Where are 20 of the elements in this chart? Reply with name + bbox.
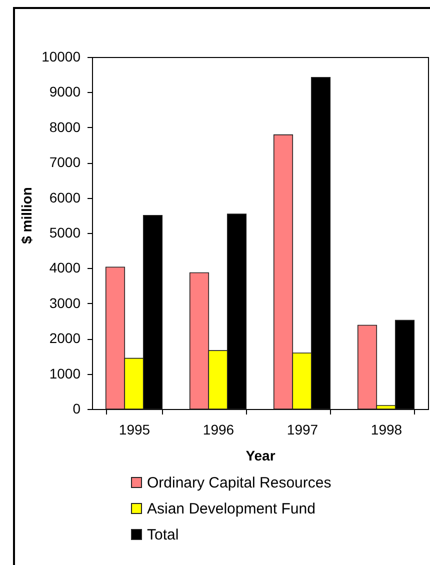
- y-tick-label: 8000: [49, 118, 81, 135]
- y-tick-label: 9000: [49, 84, 81, 100]
- y-tick-label: 0: [72, 400, 81, 416]
- y-tick-label: 6000: [49, 189, 81, 206]
- y-tick-label: 5000: [49, 224, 81, 240]
- legend-label: Total: [147, 526, 179, 544]
- y-axis-title: $ million: [18, 187, 34, 244]
- y-tick-label: 2000: [49, 330, 81, 346]
- x-axis-title: Year: [246, 448, 276, 464]
- x-tick-label: 1998: [370, 422, 402, 438]
- x-tick-label: 1995: [118, 422, 150, 438]
- y-tick-label: 3000: [49, 294, 81, 311]
- y-tick-label: 1000: [49, 365, 81, 382]
- x-tick-label: 1997: [286, 422, 318, 438]
- legend-label: Asian Development Fund: [147, 500, 316, 518]
- y-tick-label: 10000: [42, 48, 81, 64]
- legend-label: Ordinary Capital Resources: [147, 474, 332, 492]
- y-tick-label: 4000: [49, 260, 81, 276]
- x-tick-label: 1996: [202, 422, 234, 438]
- y-tick-label: 7000: [49, 154, 81, 170]
